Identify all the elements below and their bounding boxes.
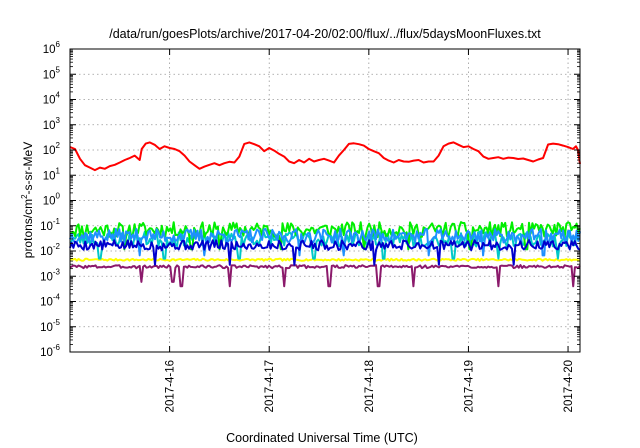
y-tick-label: 101 [43, 166, 61, 182]
y-axis-label: protons/cm2-s-sr-MeV [20, 142, 35, 258]
y-tick-label: 10-1 [40, 217, 60, 233]
series-line [69, 264, 581, 288]
y-axis: 106 105 104 103 102 101 100 10-1 10-2 10-3 10-4 10-… [40, 40, 580, 359]
y-tick-label: 105 [43, 65, 61, 81]
y-tick-label: 10-4 [40, 293, 60, 309]
series-line [69, 257, 581, 262]
series-line [69, 227, 581, 257]
series-line [69, 239, 581, 266]
x-tick-label: 2017-4-20 [563, 360, 575, 412]
x-tick-label: 2017-4-17 [264, 360, 276, 412]
y-tick-label: 100 [43, 192, 61, 208]
x-tick-label: 2017-4-18 [364, 360, 376, 412]
y-tick-label: 103 [43, 116, 61, 132]
x-tick-label: 2017-4-16 [165, 360, 177, 412]
y-tick-label: 104 [43, 91, 61, 107]
y-tick-label: 10-5 [40, 318, 60, 334]
y-tick-label: 10-3 [40, 267, 60, 283]
chart-title: /data/run/goesPlots/archive/2017-04-20/0… [109, 27, 541, 41]
y-tick-label: 106 [43, 40, 61, 56]
y-tick-label: 10-2 [40, 242, 60, 258]
x-axis-label: Coordinated Universal Time (UTC) [226, 431, 418, 445]
y-tick-label: 102 [43, 141, 61, 157]
y-tick-label: 10-6 [40, 343, 60, 359]
series-layer [69, 141, 581, 288]
grid [70, 49, 580, 352]
series-line [69, 141, 581, 172]
x-axis: 2017-4-16 2017-4-17 2017-4-18 2017-4-19 2017… [165, 49, 575, 412]
x-tick-label: 2017-4-19 [463, 360, 475, 412]
